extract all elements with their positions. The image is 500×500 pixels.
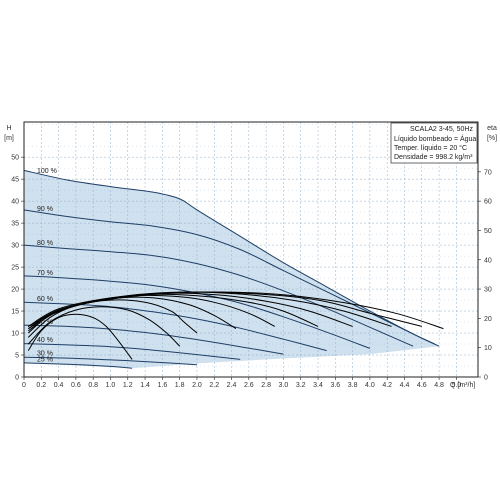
plot-frame (23, 121, 479, 378)
info-line: Temper. líquido = 20 °C (394, 144, 467, 152)
efficiency-curve (27, 299, 198, 338)
x-tick-label: 3.4 (313, 382, 323, 389)
x-tick-label: 3.8 (348, 382, 358, 389)
x-tick-label: 3.2 (296, 382, 306, 389)
x-tick-label: 1.8 (175, 382, 185, 389)
head-curve (23, 169, 440, 347)
info-line: Líquido bombeado = Água (394, 134, 476, 143)
y2-tick-label: 50 (484, 228, 492, 235)
y2-tick-label: 40 (484, 257, 492, 264)
x-tick-label: 2.0 (192, 382, 202, 389)
head-curve (23, 301, 327, 352)
head-curve (23, 275, 371, 349)
curve-labels: 100 % 90 % 80 % 70 % 60 % 50 % 40 % 30 %25 % (37, 168, 57, 363)
x-tick-label: 0.8 (88, 382, 98, 389)
y-tick-label: 45 (11, 177, 19, 184)
efficiency-curves (27, 291, 444, 360)
left-axis-unit: [m] (4, 135, 14, 142)
x-axis-label: Q [m³/h] (450, 382, 475, 389)
efficiency-curve (27, 306, 181, 347)
efficiency-curve (27, 313, 133, 360)
efficiency-curve (28, 293, 319, 330)
head-curve-label: 90 % (37, 206, 53, 213)
head-curve (23, 209, 436, 345)
y-tick-label: 5 (15, 353, 19, 360)
x-tick-label: 2.8 (261, 382, 271, 389)
head-curve (23, 356, 198, 366)
head-curve (23, 244, 414, 347)
x-tick-label: 2.4 (227, 382, 237, 389)
head-curve (23, 362, 133, 369)
head-curve-label: 25 % (37, 357, 53, 364)
x-tick-label: 4.4 (400, 382, 410, 389)
y2-tick-label: 0 (484, 375, 488, 382)
head-curve-label: 40 % (37, 337, 53, 344)
x-tick-label: 3.0 (279, 382, 289, 389)
x-tick-label: 0 (22, 382, 26, 389)
x-tick-label: 2.6 (244, 382, 254, 389)
y-tick-label: 30 (11, 243, 19, 250)
y-tick-label: 25 (11, 265, 19, 272)
x-tick-label: 1.6 (157, 382, 167, 389)
head-curve-label: 80 % (37, 240, 53, 247)
y2-tick-label: 20 (484, 316, 492, 323)
head-curve-label: 100 % (37, 168, 57, 175)
head-curves (23, 169, 440, 369)
right-axis-label: eta (487, 125, 497, 132)
y-tick-label: 10 (11, 331, 19, 338)
left-axis-label: H (6, 125, 11, 132)
y-tick-label: 40 (11, 199, 19, 206)
x-tick-label: 1.4 (140, 382, 150, 389)
head-curve (23, 324, 284, 355)
y-tick-label: 15 (11, 309, 19, 316)
head-curve-label: 60 % (37, 296, 53, 303)
x-tick-label: 1.2 (123, 382, 133, 389)
y-tick-label: 0 (15, 375, 19, 382)
info-title: SCALA2 3-45, 50Hz (410, 126, 474, 133)
y-tick-label: 50 (11, 155, 19, 162)
x-tick-label: 4.0 (365, 382, 375, 389)
x-tick-label: 3.6 (330, 382, 340, 389)
info-box: SCALA2 3-45, 50Hz Líquido bombeado = Águ… (390, 122, 478, 164)
x-tick-label: 0.4 (54, 382, 64, 389)
head-curve-label: 70 % (37, 270, 53, 277)
x-tick-label: 4.8 (434, 382, 444, 389)
x-tick-label: 4.2 (382, 382, 392, 389)
head-curve (23, 343, 241, 360)
right-axis-unit: [%] (487, 135, 497, 142)
y-tick-label: 20 (11, 287, 19, 294)
y2-tick-label: 70 (484, 169, 492, 176)
x-tick-label: 1.0 (106, 382, 116, 389)
head-curve-label: 30 % (37, 351, 53, 358)
efficiency-curve (28, 291, 444, 330)
x-tick-label: 0.6 (71, 382, 81, 389)
y2-tick-label: 10 (484, 345, 492, 352)
x-tick-label: 4.6 (417, 382, 427, 389)
y2-tick-label: 30 (484, 287, 492, 294)
info-box-frame (390, 122, 478, 164)
x-tick-label: 0.2 (36, 382, 46, 389)
x-tick-label: 2.2 (209, 382, 219, 389)
head-curve-label: 50 % (37, 319, 53, 326)
grid (24, 122, 478, 377)
info-line: Densidade = 998.2 kg/m³ (394, 154, 473, 161)
y2-tick-label: 60 (484, 199, 492, 206)
y-tick-label: 35 (11, 221, 19, 228)
axes: 0 0.2 0.4 0.6 0.8 1.0 1.2 1.4 1.6 1.8 2.0 2.2 2.4 2.6… (11, 155, 492, 389)
x-tick-label: 5.0 (452, 382, 462, 389)
